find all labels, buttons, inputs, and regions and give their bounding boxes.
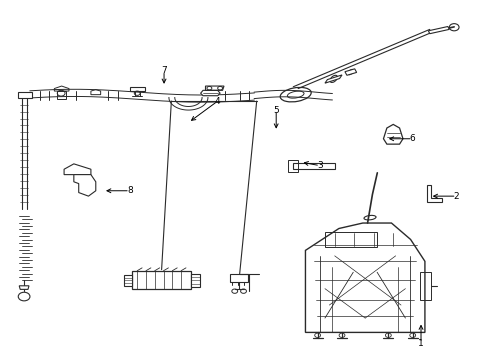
Ellipse shape [280, 87, 310, 102]
Text: 5: 5 [273, 105, 279, 114]
Bar [123, 275, 132, 286]
Text: 7: 7 [161, 66, 166, 75]
Text: 6: 6 [409, 134, 415, 143]
Polygon shape [305, 223, 424, 332]
Polygon shape [427, 185, 441, 202]
Text: 1: 1 [417, 339, 423, 348]
Circle shape [18, 292, 30, 301]
Polygon shape [74, 175, 96, 196]
Bar [229, 274, 248, 282]
Text: 3: 3 [317, 161, 322, 170]
Polygon shape [19, 286, 29, 289]
Polygon shape [18, 92, 32, 98]
Polygon shape [200, 90, 220, 96]
Polygon shape [293, 163, 334, 169]
Text: 2: 2 [453, 192, 459, 201]
Text: 8: 8 [127, 186, 133, 195]
Text: 4: 4 [214, 96, 220, 105]
Bar [57, 91, 65, 99]
Polygon shape [383, 125, 402, 144]
Polygon shape [325, 75, 341, 83]
Polygon shape [427, 27, 448, 34]
Polygon shape [64, 164, 91, 175]
Bar [190, 274, 199, 287]
Polygon shape [344, 69, 356, 75]
Bar [132, 271, 190, 289]
